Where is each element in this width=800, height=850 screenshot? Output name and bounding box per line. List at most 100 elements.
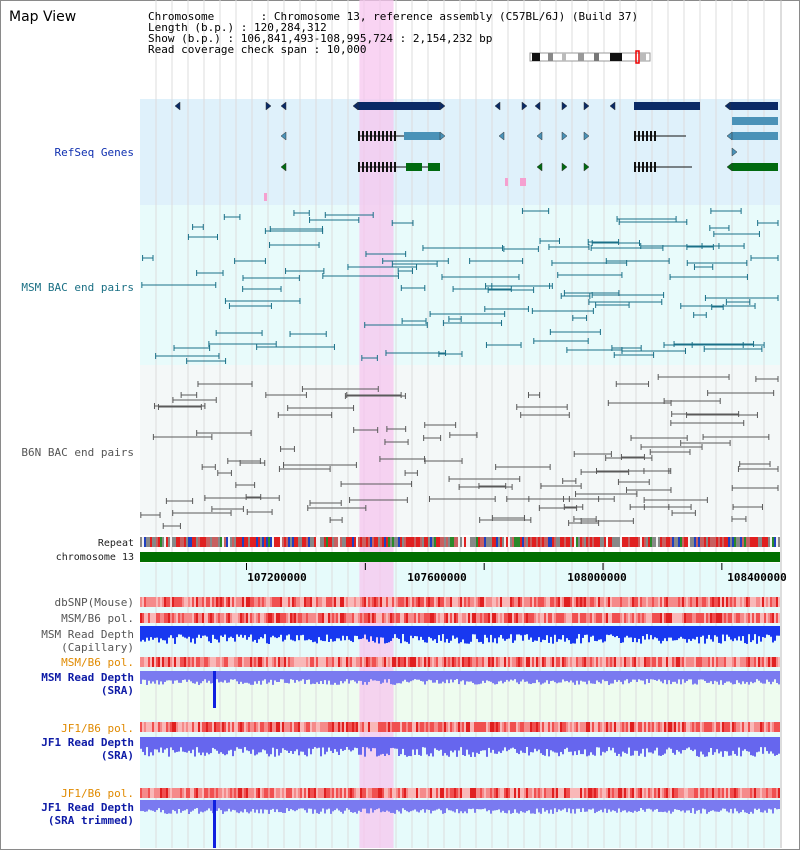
jf1-b6-pol-mark (576, 722, 578, 732)
repeat-mark (484, 537, 486, 547)
jf1-b6-pol-mark (752, 788, 754, 798)
msm-b6-pol-mark (174, 613, 176, 623)
track-label-msm-bac[interactable]: MSM BAC end pairs (21, 281, 134, 294)
jf1-depth-sra-bar (366, 737, 368, 748)
dbsnp-mark (216, 597, 218, 607)
msm-b6-pol-mark (320, 657, 322, 667)
msm-b6-pol-mark (752, 657, 754, 667)
msm-depth-sra-bar (742, 671, 744, 682)
jf1-b6-pol-mark (756, 722, 758, 732)
msm-depth-sra-bar (276, 671, 278, 682)
jf1-depth-sra-bar (592, 737, 594, 755)
track-label-jf1-depth-sra[interactable]: JF1 Read Depth (SRA) (41, 736, 134, 762)
track-label-jf1-b6-pol-2[interactable]: JF1/B6 pol. (61, 787, 134, 800)
jf1-b6-pol-mark (224, 722, 226, 732)
jf1-b6-pol-mark (340, 788, 342, 798)
jf1-depth-sra-bar (576, 737, 578, 755)
jf1-depth-sra-bar (158, 737, 160, 753)
jf1-depth-trimmed-bar (502, 800, 504, 811)
repeat-mark (398, 537, 400, 547)
msm-b6-pol-mark (656, 613, 658, 623)
track-label-msm-depth-sra[interactable]: MSM Read Depth (SRA) (41, 671, 134, 697)
dbsnp-mark (292, 597, 294, 607)
jf1-b6-pol-mark (636, 722, 638, 732)
track-label-chromosome[interactable]: chromosome 13 (55, 552, 134, 563)
jf1-b6-pol-mark (722, 788, 724, 798)
repeat-mark (538, 537, 540, 547)
msm-b6-pol-mark (444, 657, 446, 667)
msm-b6-pol-mark (512, 613, 514, 623)
dbsnp-mark (352, 597, 354, 607)
msm-depth-cap-bar (320, 626, 322, 641)
msm-depth-sra-bar (626, 671, 628, 680)
track-label-jf1-b6-pol-1[interactable]: JF1/B6 pol. (61, 722, 134, 735)
dbsnp-mark (746, 597, 748, 607)
repeat-mark (650, 537, 652, 547)
msm-depth-sra-bar (202, 671, 204, 682)
track-label-dbsnp[interactable]: dbSNP(Mouse) (54, 596, 134, 609)
dbsnp-mark (358, 597, 360, 607)
msm-b6-pol-mark (228, 657, 230, 667)
jf1-depth-sra-bar (688, 737, 690, 748)
msm-b6-pol-mark (520, 613, 522, 623)
jf1-b6-pol-mark (308, 722, 310, 732)
track-label-msm-b6-pol-2[interactable]: MSM/B6 pol. (61, 656, 134, 669)
jf1-depth-trimmed-bar (158, 800, 160, 809)
dbsnp-mark (178, 597, 180, 607)
jf1-b6-pol-mark (766, 788, 768, 798)
msm-b6-pol-mark (356, 613, 358, 623)
jf1-depth-sra-bar (152, 737, 154, 756)
jf1-depth-sra-bar (344, 737, 346, 750)
repeat-mark (522, 537, 524, 547)
jf1-depth-sra-bar (234, 737, 236, 751)
track-label-refseq[interactable]: RefSeq Genes (54, 146, 134, 159)
repeat-mark (652, 537, 654, 547)
jf1-depth-sra-bar (608, 737, 610, 748)
jf1-depth-trimmed-bar (688, 800, 690, 811)
msm-b6-pol-mark (212, 657, 214, 667)
gene-arrow (724, 101, 731, 111)
track-label-jf1-depth-trimmed[interactable]: JF1 Read Depth (SRA trimmed) (41, 801, 134, 827)
msm-depth-cap-bar (386, 626, 388, 643)
jf1-b6-pol-mark (708, 788, 710, 798)
msm-b6-pol-mark (156, 613, 158, 623)
track-label-repeat[interactable]: Repeat (97, 538, 134, 549)
jf1-depth-trimmed-bar (538, 800, 540, 813)
msm-depth-sra-bar (218, 671, 220, 683)
msm-depth-cap-bar (402, 626, 404, 635)
dbsnp-mark (666, 597, 668, 607)
msm-depth-cap-bar (748, 626, 750, 635)
jf1-b6-pol-mark (644, 722, 646, 732)
jf1-depth-trimmed-bar (170, 800, 172, 814)
dbsnp-mark (234, 597, 236, 607)
msm-depth-cap-bar (468, 626, 470, 644)
msm-b6-pol-mark (728, 613, 730, 623)
dbsnp-mark (594, 597, 596, 607)
jf1-b6-pol-mark (652, 788, 654, 798)
msm-depth-cap-bar (596, 626, 598, 642)
track-label-msm-depth-cap[interactable]: MSM Read Depth (Capillary) (41, 628, 134, 654)
msm-b6-pol-mark (530, 657, 532, 667)
repeat-mark (320, 537, 322, 547)
msm-b6-pol-mark (192, 613, 194, 623)
dbsnp-mark (374, 597, 376, 607)
jf1-b6-pol-mark (620, 788, 622, 798)
jf1-b6-pol-mark (478, 788, 480, 798)
dbsnp-mark (144, 597, 146, 607)
msm-b6-pol-mark (686, 613, 688, 623)
jf1-b6-pol-mark (232, 722, 234, 732)
msm-depth-sra-bar (320, 671, 322, 682)
msm-b6-pol-mark (146, 613, 148, 623)
msm-depth-sra-bar (612, 671, 614, 684)
msm-b6-pol-mark (234, 613, 236, 623)
dbsnp-mark (528, 597, 530, 607)
track-label-b6n-bac[interactable]: B6N BAC end pairs (21, 446, 134, 459)
jf1-b6-pol-mark (154, 722, 156, 732)
jf1-b6-pol-mark (372, 722, 374, 732)
jf1-b6-pol-mark (592, 722, 594, 732)
msm-depth-cap-bar (248, 626, 250, 638)
msm-b6-pol-mark (578, 613, 580, 623)
track-label-msm-b6-pol-1[interactable]: MSM/B6 pol. (61, 612, 134, 625)
jf1-depth-trimmed-bar (552, 800, 554, 814)
